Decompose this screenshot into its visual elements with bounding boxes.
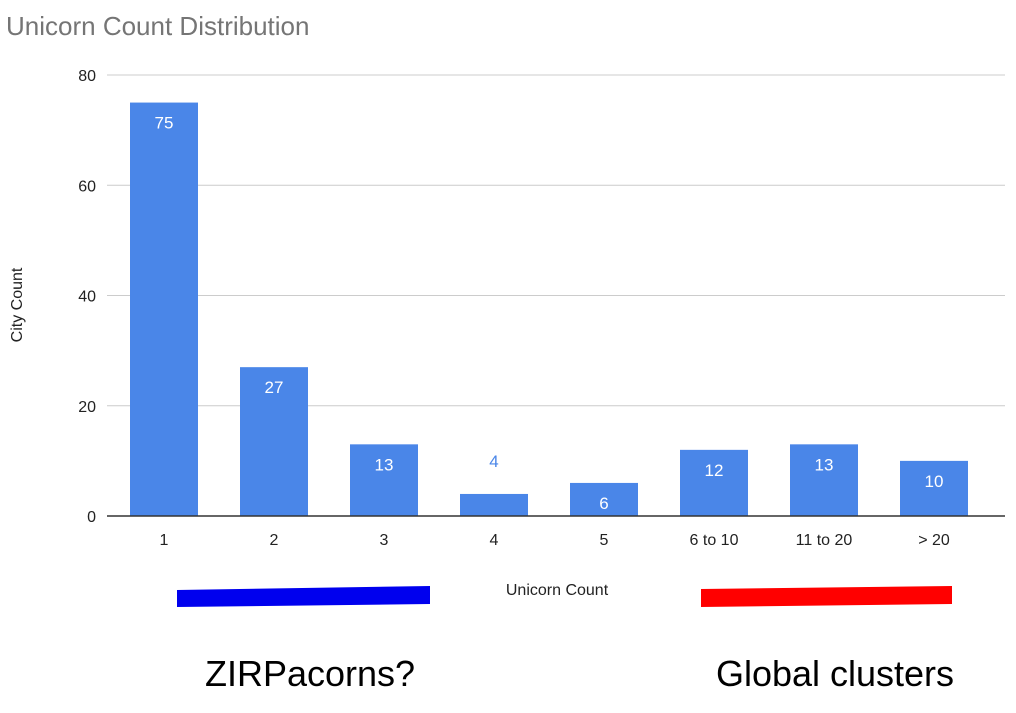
y-tick-label: 60 bbox=[78, 178, 96, 195]
bar-5 bbox=[570, 482, 638, 516]
bar--20 bbox=[900, 460, 968, 516]
data-label: 75 bbox=[155, 114, 174, 133]
y-axis-ticks: 0 20 40 60 80 bbox=[78, 68, 96, 526]
x-tick-label: 4 bbox=[490, 532, 499, 549]
annotation-text-global-clusters: Global clusters bbox=[716, 653, 954, 694]
annotation-text-zirpacorns: ZIRPacorns? bbox=[205, 653, 415, 694]
data-label: 10 bbox=[925, 472, 944, 491]
bar-11-to-20 bbox=[790, 444, 858, 516]
x-tick-label: 11 to 20 bbox=[796, 532, 853, 549]
data-label: 27 bbox=[265, 378, 284, 397]
x-axis-ticks: 1 2 3 4 5 6 to 10 11 to 20 > 20 bbox=[160, 532, 950, 549]
annotation-marker-red bbox=[701, 586, 952, 607]
data-label: 4 bbox=[489, 452, 498, 471]
chart-title: Unicorn Count Distribution bbox=[6, 11, 309, 41]
data-label: 13 bbox=[815, 455, 834, 474]
bar-2 bbox=[240, 367, 308, 516]
data-labels: 75 27 13 4 6 12 13 10 bbox=[155, 114, 944, 513]
x-tick-label: > 20 bbox=[918, 532, 950, 549]
bar-1 bbox=[130, 102, 198, 516]
y-axis-label: City Count bbox=[9, 267, 26, 342]
data-label: 6 bbox=[599, 494, 608, 513]
y-tick-label: 80 bbox=[78, 68, 96, 85]
bar-3 bbox=[350, 444, 418, 516]
x-tick-label: 5 bbox=[600, 532, 609, 549]
x-tick-label: 6 to 10 bbox=[690, 532, 739, 549]
x-tick-label: 1 bbox=[160, 532, 169, 549]
data-label: 12 bbox=[705, 461, 724, 480]
gridlines bbox=[107, 74, 1005, 407]
annotation-marker-blue bbox=[177, 586, 430, 607]
y-tick-label: 20 bbox=[78, 399, 96, 416]
y-tick-label: 40 bbox=[78, 289, 96, 306]
y-tick-label: 0 bbox=[87, 509, 96, 526]
x-tick-label: 3 bbox=[380, 532, 389, 549]
x-axis-label: Unicorn Count bbox=[506, 582, 609, 599]
x-tick-label: 2 bbox=[270, 532, 279, 549]
bar-6-to-10 bbox=[680, 449, 748, 516]
data-label: 13 bbox=[375, 455, 394, 474]
bar-4 bbox=[460, 493, 528, 516]
bars bbox=[130, 102, 968, 516]
